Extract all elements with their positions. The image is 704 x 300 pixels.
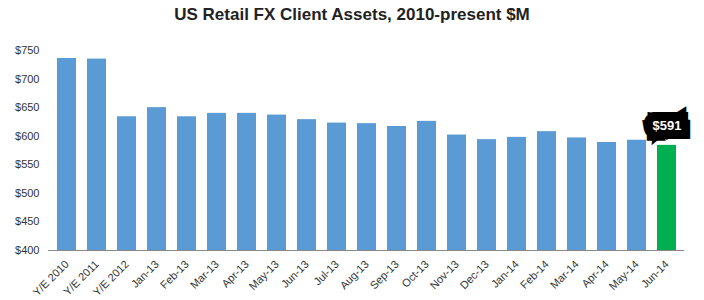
svg-text:Y/E 2010: Y/E 2010: [30, 257, 71, 299]
svg-text:$600: $600: [15, 130, 39, 142]
svg-text:Nov-13: Nov-13: [427, 258, 461, 292]
svg-text:Mar-14: Mar-14: [548, 258, 581, 291]
svg-text:Mar-13: Mar-13: [188, 258, 221, 291]
svg-text:$700: $700: [15, 73, 39, 85]
svg-text:Y/E 2012: Y/E 2012: [90, 258, 130, 298]
svg-text:$650: $650: [15, 101, 39, 113]
svg-text:Jan-14: Jan-14: [489, 258, 521, 290]
svg-text:Jun-14: Jun-14: [639, 258, 671, 290]
svg-text:Feb-14: Feb-14: [518, 258, 551, 291]
svg-text:May-13: May-13: [246, 258, 280, 292]
svg-text:May-14: May-14: [606, 258, 640, 292]
svg-text:$750: $750: [15, 44, 39, 56]
svg-text:$450: $450: [15, 215, 39, 227]
svg-text:Sep-13: Sep-13: [367, 258, 401, 292]
svg-text:Aug-13: Aug-13: [337, 258, 371, 292]
svg-text:Y/E 2011: Y/E 2011: [61, 257, 101, 298]
svg-text:$400: $400: [15, 244, 39, 256]
svg-text:Apr-14: Apr-14: [579, 258, 611, 290]
svg-text:Dec-13: Dec-13: [457, 258, 491, 292]
svg-text:Oct-13: Oct-13: [399, 258, 431, 290]
svg-text:Jul-13: Jul-13: [311, 257, 341, 288]
svg-text:$500: $500: [15, 187, 39, 199]
svg-text:Feb-13: Feb-13: [158, 258, 191, 291]
svg-text:Jun-13: Jun-13: [279, 258, 311, 290]
svg-text:Jan-13: Jan-13: [129, 258, 161, 290]
html-text:US Retail FX Client Assets, 20: US Retail FX Client Assets, 2010-present…: [174, 5, 530, 24]
svg-text:$550: $550: [15, 158, 39, 170]
svg-text:Apr-13: Apr-13: [219, 258, 251, 290]
svg-text:$591: $591: [653, 118, 682, 133]
